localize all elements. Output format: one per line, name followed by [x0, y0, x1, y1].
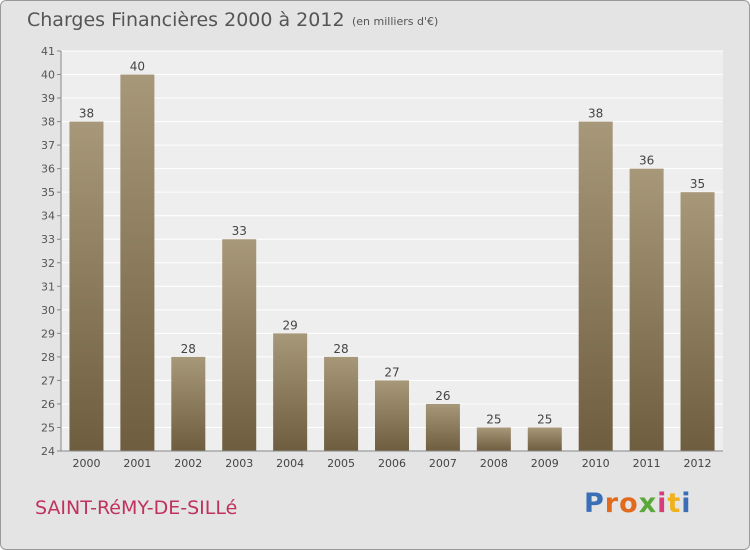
bar-2007: [425, 403, 460, 451]
logo-letter: t: [667, 488, 682, 519]
bar-2005: [324, 356, 359, 451]
y-tick-label: 30: [41, 304, 55, 317]
y-tick-label: 33: [41, 233, 55, 246]
x-tick-label: 2003: [225, 457, 253, 470]
x-tick-label: 2012: [684, 457, 712, 470]
x-tick-label: 2000: [72, 457, 100, 470]
y-tick-label: 37: [41, 139, 55, 152]
y-tick-label: 39: [41, 92, 55, 105]
x-tick-label: 2010: [582, 457, 610, 470]
y-tick-label: 27: [41, 374, 55, 387]
logo-letter: P: [584, 488, 605, 519]
y-tick-label: 31: [41, 280, 55, 293]
data-label: 25: [486, 412, 501, 426]
y-tick-label: 24: [41, 445, 55, 458]
y-tick-label: 35: [41, 186, 55, 199]
x-tick-label: 2001: [123, 457, 151, 470]
y-tick-label: 34: [41, 210, 55, 223]
y-tick-label: 40: [41, 69, 55, 82]
data-label: 38: [588, 107, 603, 121]
bar-2002: [171, 356, 206, 451]
data-label: 29: [283, 318, 298, 332]
bar-2012: [680, 192, 715, 452]
y-tick-label: 38: [41, 116, 55, 129]
x-tick-label: 2011: [633, 457, 661, 470]
proxiti-logo[interactable]: Proxiti: [584, 488, 692, 519]
y-tick-label: 28: [41, 351, 55, 364]
data-label: 40: [130, 60, 145, 74]
y-tick-label: 41: [41, 45, 55, 58]
axes: 24 25 26 27 28 29 30 31 32 33 34 35 36 37 38 39 40 41 2000…: [41, 45, 723, 470]
bar-2004: [273, 333, 308, 451]
data-label: 25: [537, 412, 552, 426]
x-tick-label: 2007: [429, 457, 457, 470]
logo-letter: x: [638, 488, 658, 519]
y-tick-label: 29: [41, 327, 55, 340]
bar-2009: [527, 427, 562, 451]
bar-2006: [375, 380, 409, 451]
x-tick-label: 2009: [531, 457, 559, 470]
bar-2010: [578, 121, 613, 452]
x-tick-label: 2005: [327, 457, 355, 470]
data-label: 28: [181, 342, 196, 356]
data-label: 27: [384, 365, 399, 379]
y-tick-label: 36: [41, 163, 55, 176]
data-label: 28: [333, 342, 348, 356]
y-tick-label: 32: [41, 257, 55, 270]
bar-2000: [69, 121, 104, 452]
x-tick-label: 2006: [378, 457, 406, 470]
bars: 38 40 28 33 29 28 27 26 25 25 38 36 35: [69, 60, 715, 452]
commune-name: SAINT-RéMY-DE-SILLé: [35, 497, 238, 519]
bar-2008: [476, 427, 511, 451]
logo-letter: o: [619, 488, 639, 519]
x-tick-label: 2002: [174, 457, 202, 470]
data-label: 36: [639, 154, 654, 168]
bar-2001: [120, 74, 155, 451]
chart-title: Charges Financières 2000 à 2012: [27, 9, 345, 31]
data-label: 35: [690, 177, 705, 191]
x-tick-label: 2008: [480, 457, 508, 470]
bar-2003: [222, 239, 257, 451]
logo-letter: i: [657, 488, 668, 519]
bar-2011: [629, 168, 664, 451]
logo-letter: r: [604, 488, 620, 519]
data-label: 26: [435, 389, 450, 403]
logo-letter: i: [681, 488, 692, 519]
chart-subtitle: (en milliers d'€): [352, 15, 439, 28]
y-tick-label: 26: [41, 398, 55, 411]
data-label: 33: [232, 224, 247, 238]
data-label: 38: [79, 107, 94, 121]
x-tick-label: 2004: [276, 457, 304, 470]
y-tick-label: 25: [41, 421, 55, 434]
